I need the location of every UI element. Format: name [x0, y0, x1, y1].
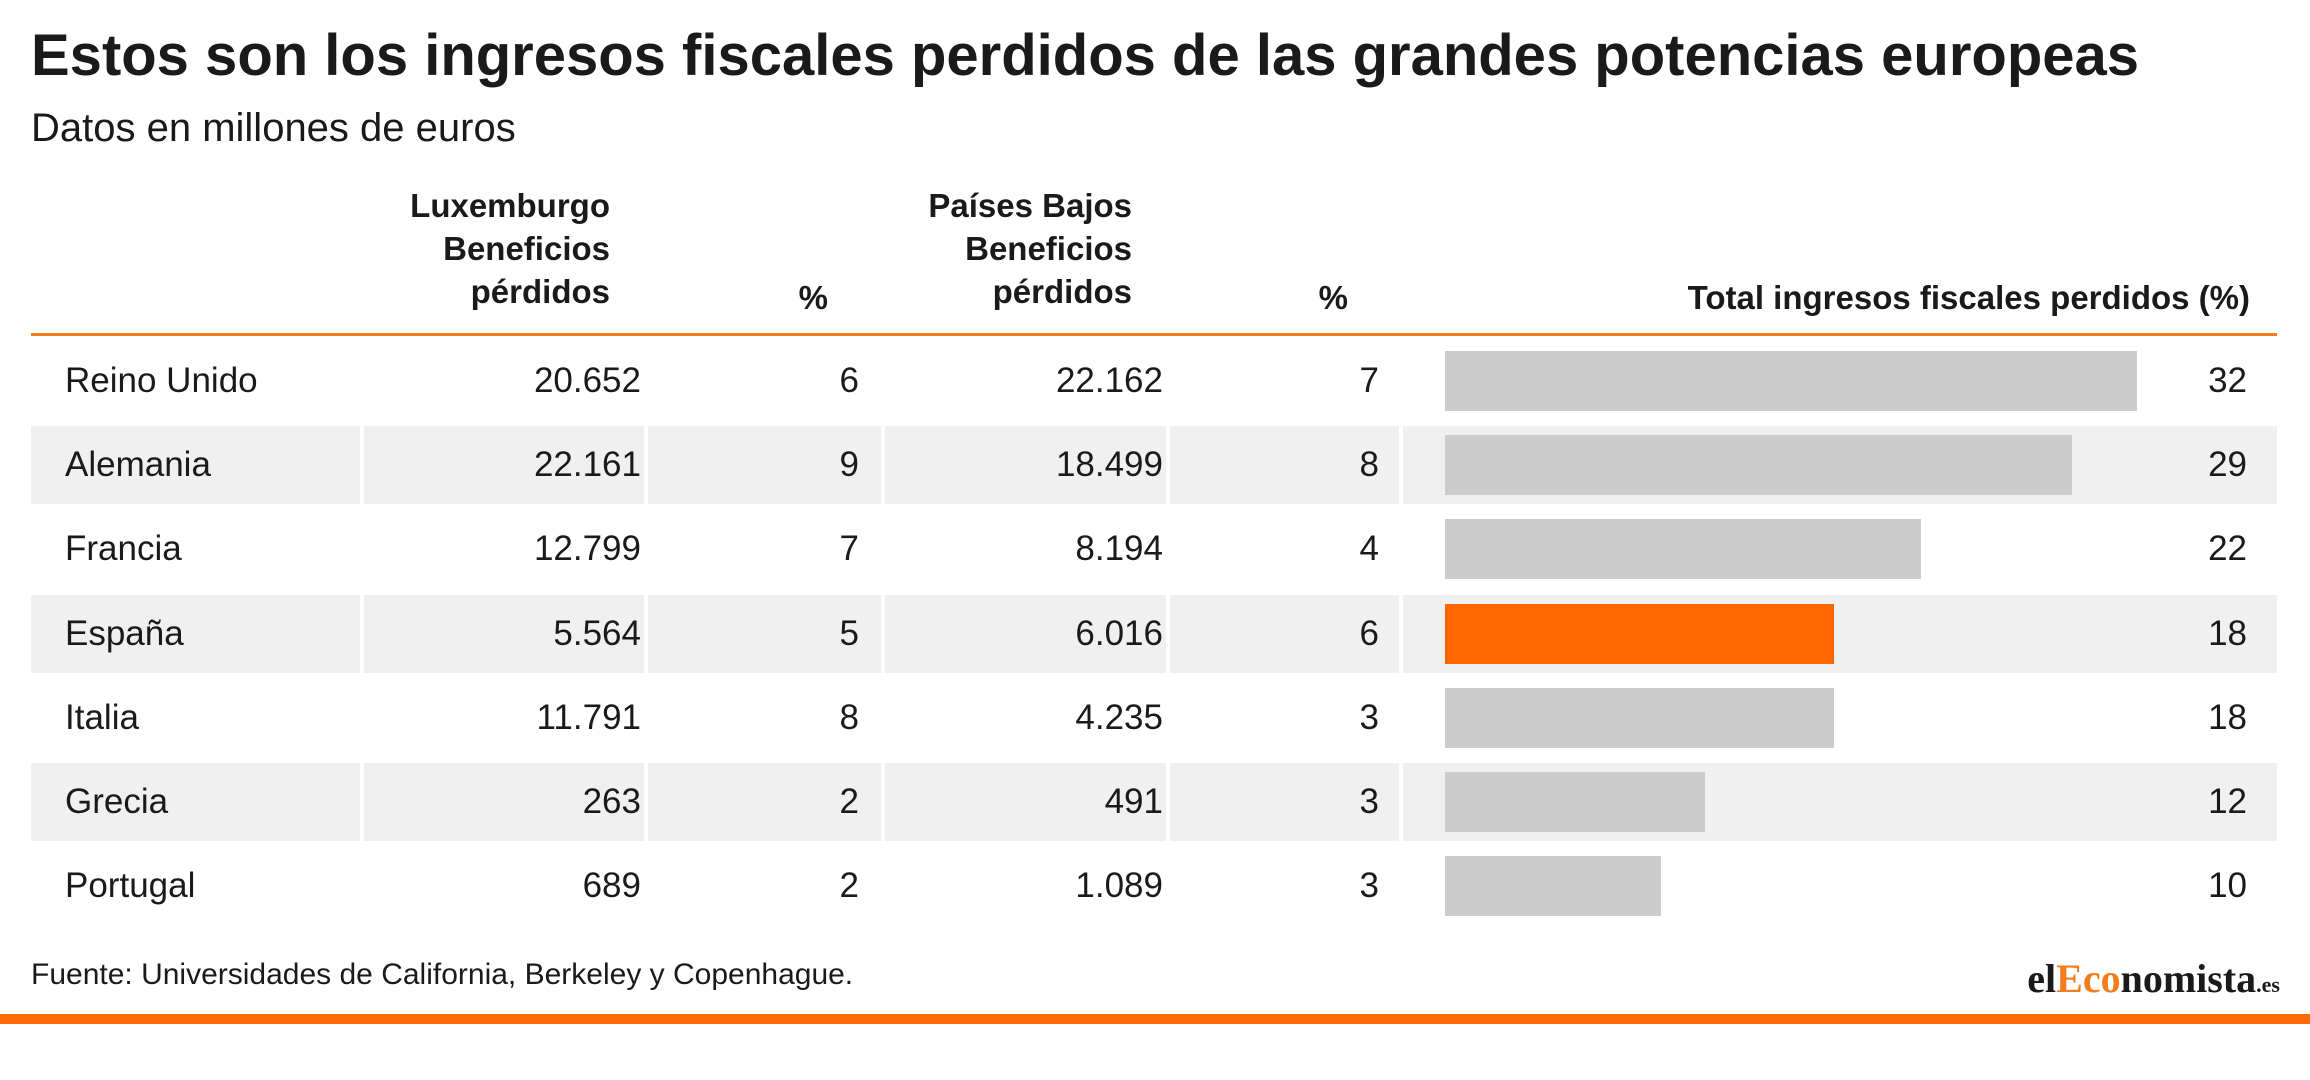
source-note: Fuente: Universidades de California, Ber… [31, 958, 854, 991]
cell-lux: 5.564 [553, 613, 641, 653]
header-luxemburgo-line-2: Beneficios [443, 230, 610, 267]
row-shade [648, 763, 881, 841]
cell-lux-pct: 6 [839, 361, 859, 400]
cell-lux: 689 [582, 866, 641, 906]
logo-tld: .es [2256, 972, 2280, 997]
cell-nl: 18.499 [1055, 445, 1163, 485]
cell-total-label: 12 [2208, 782, 2247, 821]
total-bar [1445, 435, 2073, 496]
cell-total-label: 22 [2208, 529, 2247, 569]
cell-nl-pct: 3 [1359, 697, 1379, 737]
header-paises-bajos-pct: % [1318, 279, 1348, 316]
cell-total-label: 18 [2208, 697, 2247, 737]
cell-nl: 1.089 [1075, 866, 1163, 906]
header-paises-bajos-line-3: pérdidos [992, 273, 1132, 310]
cell-nl: 4.235 [1075, 697, 1163, 737]
country-label: Grecia [65, 782, 169, 821]
cell-nl-pct: 3 [1359, 866, 1379, 906]
row-shade [1170, 763, 1399, 841]
row-shade [1170, 594, 1399, 673]
total-bar [1445, 856, 1662, 917]
row-shade [31, 426, 360, 505]
logo-eco: Eco [2056, 956, 2121, 1001]
total-bar [1445, 687, 1835, 748]
country-label: Alemania [65, 445, 211, 485]
row-shade [885, 426, 1166, 505]
cell-lux-pct: 2 [839, 866, 859, 906]
table-row: España 5.564 5 6.016 6 18 [31, 594, 2277, 673]
cell-lux: 263 [582, 782, 641, 821]
bottom-accent-rule [0, 1014, 2310, 1024]
header-paises-bajos-line-2: Beneficios [965, 230, 1132, 267]
total-bar [1445, 772, 1705, 832]
row-shade [1170, 426, 1399, 505]
cell-nl-pct: 3 [1359, 782, 1379, 821]
header-rule [31, 333, 2277, 336]
row-shade [31, 594, 360, 673]
total-bar [1445, 351, 2137, 411]
row-shade [364, 594, 644, 673]
cell-lux: 20.652 [533, 361, 641, 400]
table-row: Grecia 263 2 491 3 12 [31, 763, 2277, 841]
cell-lux-pct: 8 [839, 697, 859, 737]
cell-nl-pct: 6 [1359, 613, 1379, 653]
cell-total-label: 18 [2208, 613, 2247, 653]
eleconomista-logo: elEconomista.es [2027, 955, 2280, 1002]
cell-lux-pct: 7 [839, 529, 859, 569]
table-row: Alemania 22.161 9 18.499 8 29 [31, 426, 2277, 505]
country-label: Francia [65, 529, 182, 569]
total-bar [1445, 603, 1835, 664]
country-label: Portugal [65, 866, 196, 906]
cell-lux: 11.791 [536, 697, 641, 737]
total-bar [1445, 519, 1921, 580]
cell-nl: 6.016 [1075, 613, 1163, 653]
header-luxemburgo-beneficios: Luxemburgo Beneficios pérdidos [410, 184, 610, 313]
row-shade [648, 594, 881, 673]
cell-nl: 8.194 [1075, 529, 1163, 569]
row-shade [648, 426, 881, 505]
cell-lux-pct: 5 [839, 613, 859, 653]
logo-el: el [2027, 956, 2057, 1001]
cell-total-label: 10 [2208, 866, 2247, 906]
cell-nl-pct: 4 [1359, 529, 1379, 569]
cell-nl: 491 [1104, 782, 1163, 821]
table-row: Reino Unido 20.652 6 22.162 7 32 [31, 342, 2277, 420]
header-paises-bajos-beneficios: Países Bajos Beneficios pérdidos [928, 184, 1132, 313]
country-label: Italia [65, 697, 139, 737]
cell-lux: 22.161 [533, 445, 641, 485]
country-label: España [65, 613, 184, 653]
cell-total-label: 29 [2208, 445, 2247, 485]
header-luxemburgo-pct: % [798, 279, 828, 316]
logo-nomista: nomista [2120, 956, 2257, 1001]
cell-lux: 12.799 [533, 529, 641, 569]
row-shade [31, 763, 360, 841]
cell-nl-pct: 7 [1359, 361, 1379, 400]
cell-lux-pct: 2 [839, 782, 859, 821]
chart-title: Estos son los ingresos fiscales perdidos… [31, 23, 2140, 88]
chart-subtitle: Datos en millones de euros [31, 106, 516, 150]
cell-nl: 22.162 [1055, 361, 1163, 400]
header-luxemburgo-line-1: Luxemburgo [410, 187, 610, 224]
header-luxemburgo-line-3: pérdidos [470, 273, 610, 310]
row-shade [364, 426, 644, 505]
table-row: Italia 11.791 8 4.235 3 18 [31, 679, 2277, 757]
row-shade [885, 763, 1166, 841]
row-shade [364, 763, 644, 841]
cell-nl-pct: 8 [1359, 445, 1379, 485]
cell-lux-pct: 9 [839, 445, 859, 485]
header-total: Total ingresos fiscales perdidos (%) [1687, 279, 2250, 316]
cell-total-label: 32 [2208, 361, 2247, 400]
table-row: Portugal 689 2 1.089 3 10 [31, 847, 2277, 925]
table-row: Francia 12.799 7 8.194 4 22 [31, 510, 2277, 588]
header-paises-bajos-line-1: Países Bajos [928, 187, 1132, 224]
country-label: Reino Unido [65, 361, 258, 400]
row-shade [885, 594, 1166, 673]
